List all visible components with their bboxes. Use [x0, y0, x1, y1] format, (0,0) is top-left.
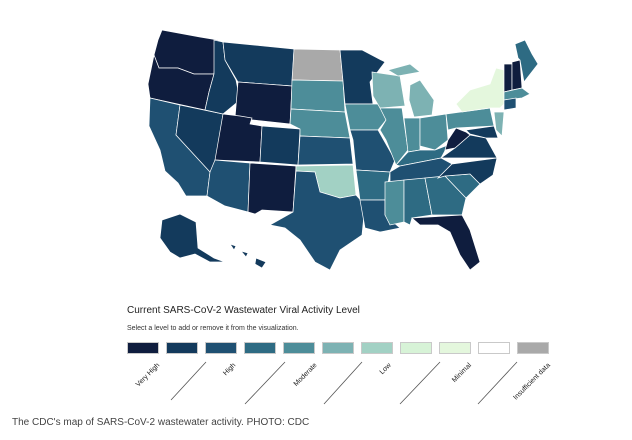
state-new-york[interactable] — [455, 67, 505, 113]
state-maryland[interactable] — [465, 125, 499, 139]
us-wastewater-map — [147, 29, 539, 271]
legend-swatch-moderate-b[interactable] — [322, 342, 354, 354]
state-vermont[interactable] — [503, 63, 513, 93]
state-north-dakota[interactable] — [291, 48, 344, 82]
legend-title: Current SARS-CoV-2 Wastewater Viral Acti… — [127, 305, 360, 316]
state-new-jersey[interactable] — [493, 111, 505, 137]
state-washington[interactable] — [153, 29, 219, 75]
state-kansas[interactable] — [297, 135, 354, 166]
legend-swatch-very-high-b[interactable] — [166, 342, 198, 354]
legend-swatch-very-high-a[interactable] — [127, 342, 159, 354]
state-iowa[interactable] — [344, 103, 387, 131]
state-illinois[interactable] — [379, 107, 409, 166]
state-florida[interactable] — [411, 214, 481, 271]
state-massachusetts[interactable] — [503, 87, 531, 101]
legend-swatch-low-a[interactable] — [361, 342, 393, 354]
legend-swatch-low-b[interactable] — [400, 342, 432, 354]
legend-swatch-high-b[interactable] — [244, 342, 276, 354]
legend-swatch-moderate-a[interactable] — [283, 342, 315, 354]
state-texas[interactable] — [269, 170, 366, 271]
state-maine[interactable] — [514, 39, 539, 83]
state-michigan[interactable] — [387, 63, 435, 118]
legend-divider — [323, 361, 363, 405]
state-wisconsin[interactable] — [371, 71, 406, 109]
state-virginia[interactable] — [439, 134, 498, 159]
state-utah[interactable] — [214, 113, 263, 163]
legend-swatch-minimal-a[interactable] — [439, 342, 471, 354]
state-arizona[interactable] — [206, 159, 251, 213]
state-north-carolina[interactable] — [436, 157, 498, 185]
legend-divider — [399, 361, 441, 405]
legend-swatch-high-a[interactable] — [205, 342, 237, 354]
state-colorado[interactable] — [259, 125, 301, 166]
state-minnesota[interactable] — [339, 49, 386, 105]
legend-swatch-minimal-b[interactable] — [478, 342, 510, 354]
state-south-dakota[interactable] — [290, 79, 346, 113]
state-connecticut[interactable] — [503, 97, 517, 111]
legend-divider-lines — [170, 361, 518, 405]
state-mississippi[interactable] — [384, 179, 405, 226]
legend-swatch-insufficient[interactable] — [517, 342, 549, 354]
legend-instruction: Select a level to add or remove it from … — [127, 325, 299, 332]
legend-divider — [244, 361, 286, 405]
legend-divider — [477, 361, 518, 405]
image-caption: The CDC's map of SARS-CoV-2 wastewater a… — [12, 417, 310, 428]
legend-swatches — [127, 342, 549, 356]
state-ohio[interactable] — [419, 113, 449, 151]
state-hawaii[interactable] — [229, 243, 267, 269]
state-new-mexico[interactable] — [247, 162, 297, 215]
state-alaska[interactable] — [159, 213, 226, 263]
legend-divider — [170, 361, 207, 401]
